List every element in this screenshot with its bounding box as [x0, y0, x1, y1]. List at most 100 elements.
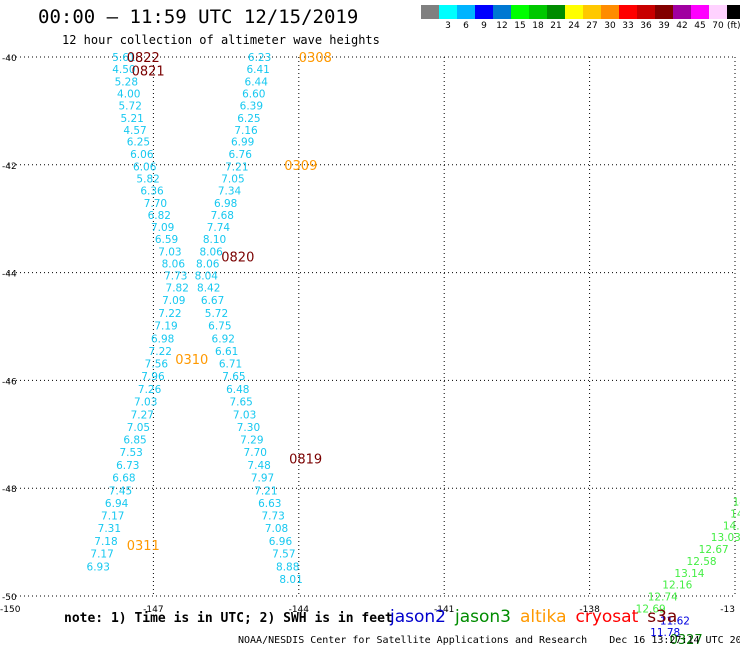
wave-height-value: 6.82	[148, 210, 171, 222]
wave-height-value: 6.06	[133, 161, 157, 173]
credit-line: NOAA/NESDIS Center for Satellite Applica…	[238, 635, 740, 646]
wave-height-value: 7.18	[94, 536, 117, 548]
credit-text: NOAA/NESDIS Center for Satellite Applica…	[238, 635, 588, 646]
pass-time-label: 0821	[132, 64, 165, 79]
wave-height-value: 4.50	[112, 64, 135, 76]
wave-height-value: 6.61	[215, 346, 238, 358]
wave-height-value: 5.82	[136, 173, 159, 185]
latitude-tick-label: -50	[2, 593, 17, 603]
units-note: note: 1) Time is in UTC; 2) SWH is in fe…	[64, 611, 393, 626]
latitude-tick-label: -48	[2, 485, 17, 495]
wave-height-value: 13.14	[674, 568, 704, 580]
wave-height-value: 6.76	[229, 149, 253, 161]
longitude-tick-label: -150	[0, 605, 21, 615]
legend-swatch	[709, 5, 727, 19]
legend-swatch	[421, 5, 439, 19]
wave-height-value: 6.41	[246, 64, 269, 76]
wave-height-value: 7.17	[90, 548, 113, 560]
wave-height-value: 7.53	[119, 447, 142, 459]
legend-swatch	[475, 5, 493, 19]
wave-height-value: 6.48	[226, 384, 249, 396]
wave-height-value: 6.25	[237, 113, 260, 125]
satellite-legend-entry: s3a	[647, 607, 678, 627]
legend-swatch-label: 18	[532, 21, 544, 31]
wave-height-value: 7.74	[207, 222, 231, 234]
wave-height-value: 12.67	[699, 544, 729, 556]
legend-swatch-label: 12	[496, 21, 508, 31]
legend-swatch	[547, 5, 565, 19]
wave-height-value: 6.25	[127, 137, 150, 149]
wave-height-value: 7.08	[265, 523, 288, 535]
wave-height-value: 7.96	[141, 371, 165, 383]
wave-height-value: 7.16	[234, 125, 258, 137]
wave-height-value: 6.60	[242, 89, 265, 101]
wave-height-value: 4.57	[123, 125, 146, 137]
track-b: 6.236.416.446.606.396.257.166.996.767.21…	[195, 52, 303, 586]
legend-swatch-label: 39	[658, 21, 670, 31]
wave-height-value: 7.30	[237, 422, 260, 434]
wave-height-value: 7.03	[158, 247, 181, 259]
pass-time-label: 0822	[127, 51, 160, 66]
longitude-tick-label: -13	[720, 605, 735, 615]
wave-height-value: 7.26	[138, 384, 162, 396]
wave-height-value: 6.71	[219, 359, 242, 371]
track-c: 14.14.314.2913.0312.6712.5813.1412.1612.…	[636, 497, 740, 616]
wave-height-value: 8.88	[276, 561, 299, 573]
wave-height-value: 8.06	[196, 258, 220, 270]
legend-swatch-label: 30	[604, 21, 616, 31]
wave-height-value: 5.21	[120, 113, 143, 125]
wave-height-value: 6.59	[155, 234, 178, 246]
wave-height-value: 8.10	[203, 234, 226, 246]
wave-height-value: 8.06	[199, 247, 223, 259]
wave-height-value: 6.44	[245, 76, 269, 88]
wave-height-value: 7.56	[145, 359, 169, 371]
wave-height-value: 7.73	[164, 270, 187, 282]
latitude-tick-label: -46	[2, 377, 17, 387]
wave-height-value: 7.57	[272, 548, 295, 560]
legend-swatch-label: 70	[712, 21, 724, 31]
wave-height-value: 6.73	[116, 460, 139, 472]
wave-height-value: 5.28	[115, 76, 138, 88]
wave-height-value: 7.65	[222, 371, 245, 383]
wave-height-value: 7.73	[261, 511, 284, 523]
wave-height-value: 6.92	[212, 333, 235, 345]
legend-swatch-label: 3	[445, 21, 451, 31]
wave-height-value: 7.65	[229, 396, 252, 408]
wave-height-value: 7.09	[151, 222, 174, 234]
legend-swatch	[583, 5, 601, 19]
wave-height-value: 5.72	[119, 101, 142, 113]
pass-time-label: 0309	[284, 159, 317, 174]
wave-height-value: 7.45	[109, 485, 132, 497]
legend-swatch	[439, 5, 457, 19]
legend-swatch-label: 15	[514, 21, 526, 31]
pass-time-label: 0308	[299, 51, 332, 66]
generated-timestamp: Dec 16 13:27:14 UTC 2019	[609, 635, 740, 646]
legend-swatch-label: 45	[694, 21, 706, 31]
longitude-tick-label: -147	[143, 605, 163, 615]
page-title: 00:00 – 11:59 UTC 12/15/2019	[38, 6, 359, 28]
wave-height-value: 14.	[733, 497, 740, 509]
wave-height-value: 7.34	[218, 186, 242, 198]
wave-height-value: 7.21	[254, 485, 277, 497]
wave-height-value: 7.03	[134, 396, 157, 408]
wave-height-value: 7.21	[225, 161, 248, 173]
pass-time-label: 0819	[289, 453, 322, 468]
wave-height-value: 14.3	[730, 509, 740, 521]
wave-height-value: 6.98	[214, 198, 237, 210]
track-a: 5.614.505.284.005.725.214.576.256.066.06…	[87, 52, 189, 573]
latitude-tick-label: -40	[2, 54, 17, 64]
wave-height-value: 7.22	[149, 346, 172, 358]
satellite-legend-entry: altika	[520, 607, 567, 627]
satellite-legend-entry: cryosat	[575, 607, 639, 627]
legend-swatch-label: 6	[463, 21, 469, 31]
wave-height-value: 6.93	[87, 561, 110, 573]
legend-swatch-label: 21	[550, 21, 562, 31]
wave-height-value: 7.82	[166, 283, 189, 295]
wave-height-value: 7.27	[131, 409, 154, 421]
wave-height-value: 6.99	[231, 137, 254, 149]
legend-swatch-label: 36	[640, 21, 652, 31]
legend-swatch-label: 42	[676, 21, 688, 31]
pass-time-label: 0327	[670, 633, 703, 648]
